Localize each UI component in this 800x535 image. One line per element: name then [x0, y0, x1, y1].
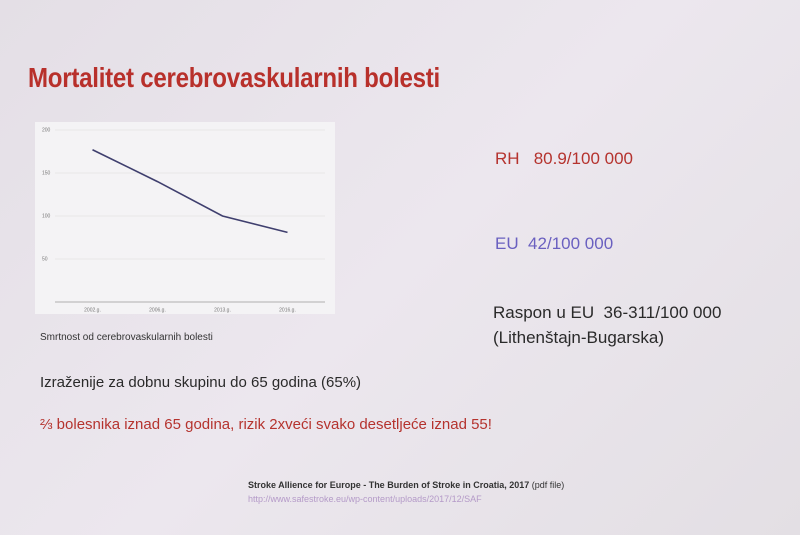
chart-background [35, 122, 335, 314]
source-type: (pdf file) [531, 480, 565, 490]
y-tick-label: 50 [42, 256, 48, 262]
source-url[interactable]: http://www.safestroke.eu/wp-content/uplo… [248, 494, 482, 504]
y-tick-label: 100 [42, 213, 51, 219]
source-title: Stroke Allience for Europe - The Burden … [248, 480, 530, 490]
source: Stroke Allience for Europe - The Burden … [248, 480, 564, 490]
x-tick-label: 2002.g. [84, 307, 101, 313]
stat-range: Raspon u EU 36-311/100 000 [493, 303, 722, 322]
note: Izraženije za dobnu skupinu do 65 godina… [40, 374, 362, 391]
stat-eu: EU 42/100 000 [495, 234, 614, 253]
data-line [92, 149, 288, 234]
chart-caption: Smrtnost od cerebrovaskularnih bolesti [40, 332, 213, 343]
chart: 50 100 150 200 2002.g. 2006.g. 2013.g. 2016.g. [35, 122, 335, 314]
stat-rh: RH 80.9/100 000 [495, 149, 633, 168]
y-tick-label: 200 [42, 127, 51, 133]
x-tick-label: 2006.g. [149, 307, 166, 313]
y-tick-label: 150 [42, 170, 51, 176]
stat-range-note: (Lithenštajn-Bugarska) [493, 328, 665, 347]
slide-title: Mortalitet cerebrovaskularnih bolesti [28, 62, 440, 93]
x-tick-label: 2016.g. [279, 307, 296, 313]
note: ⅔ bolesnika iznad 65 godina, rizik 2xveć… [40, 416, 492, 433]
x-tick-label: 2013.g. [214, 307, 231, 313]
